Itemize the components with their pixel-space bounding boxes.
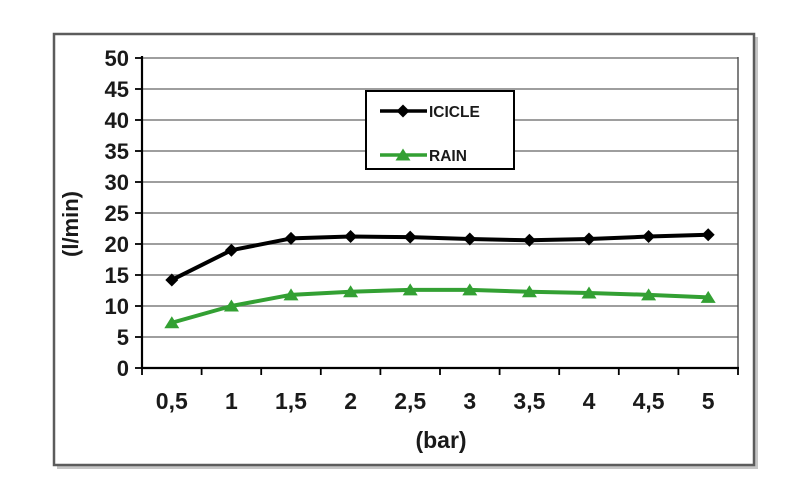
y-tick-label-45: 45 [105, 77, 129, 102]
x-tick-label-7: 4 [583, 388, 596, 414]
icicle-marker-2 [284, 231, 298, 245]
rain-marker-2 [283, 288, 299, 301]
icicle-marker-4 [403, 230, 417, 244]
y-tick-label-50: 50 [105, 46, 129, 71]
x-tick-label-0: 0,5 [156, 388, 188, 414]
icicle-marker-5 [463, 232, 477, 246]
y-tick-label-25: 25 [105, 201, 129, 226]
rain-marker-7 [581, 286, 597, 299]
y-tick-label-15: 15 [105, 263, 129, 288]
icicle-marker-6 [522, 233, 536, 247]
rain-marker-3 [343, 285, 359, 298]
icicle-marker-3 [344, 230, 358, 244]
y-axis-title: (l/min) [58, 191, 83, 257]
icicle-marker-8 [642, 230, 656, 244]
legend-label-icicle: ICICLE [429, 104, 480, 121]
icicle-series [165, 228, 715, 287]
icicle-marker-9 [701, 228, 715, 242]
rain-marker-6 [521, 285, 537, 298]
rain-marker-0 [164, 316, 180, 329]
legend: ICICLE RAIN [365, 90, 515, 170]
x-tick-label-8: 4,5 [633, 388, 665, 414]
legend-label-rain: RAIN [429, 148, 467, 165]
icicle-marker-7 [582, 232, 596, 246]
data-series [164, 228, 716, 329]
y-tick-label-10: 10 [105, 294, 129, 319]
icicle-marker-0 [165, 273, 179, 287]
icicle-marker-1 [224, 243, 238, 257]
rain-line [169, 287, 711, 325]
rain-marker-5 [462, 283, 478, 296]
axis-tick-labels: 0 5 10 15 20 25 30 35 40 45 50 0,5 1 1,5 2 2,5 3 3,5 4 4,5 5 [105, 46, 715, 414]
x-tick-label-5: 3 [463, 388, 476, 414]
x-tick-label-2: 1,5 [275, 388, 307, 414]
x-tick-label-3: 2 [344, 388, 357, 414]
legend-entry-icicle: ICICLE [380, 104, 480, 121]
legend-entries: ICICLE RAIN [380, 104, 480, 165]
y-tick-label-20: 20 [105, 232, 129, 257]
rain-series [164, 283, 716, 329]
rain-marker-9 [700, 290, 716, 303]
legend-icicle-marker [396, 104, 410, 118]
y-tick-label-40: 40 [105, 108, 129, 133]
x-tick-label-6: 3,5 [513, 388, 545, 414]
icicle-line [169, 232, 711, 282]
x-axis-title: (bar) [415, 427, 466, 453]
x-tick-label-4: 2,5 [394, 388, 426, 414]
axis-lines [140, 56, 739, 370]
y-tick-label-5: 5 [117, 325, 129, 350]
rain-marker-1 [223, 299, 239, 312]
rain-marker-8 [641, 288, 657, 301]
y-tick-label-35: 35 [105, 139, 129, 164]
x-tick-label-9: 5 [702, 388, 715, 414]
legend-entry-rain: RAIN [380, 148, 467, 165]
x-tick-label-1: 1 [225, 388, 238, 414]
y-tick-label-0: 0 [117, 356, 129, 381]
rain-marker-4 [402, 283, 418, 296]
y-tick-label-30: 30 [105, 170, 129, 195]
legend-rain-marker [395, 148, 411, 161]
